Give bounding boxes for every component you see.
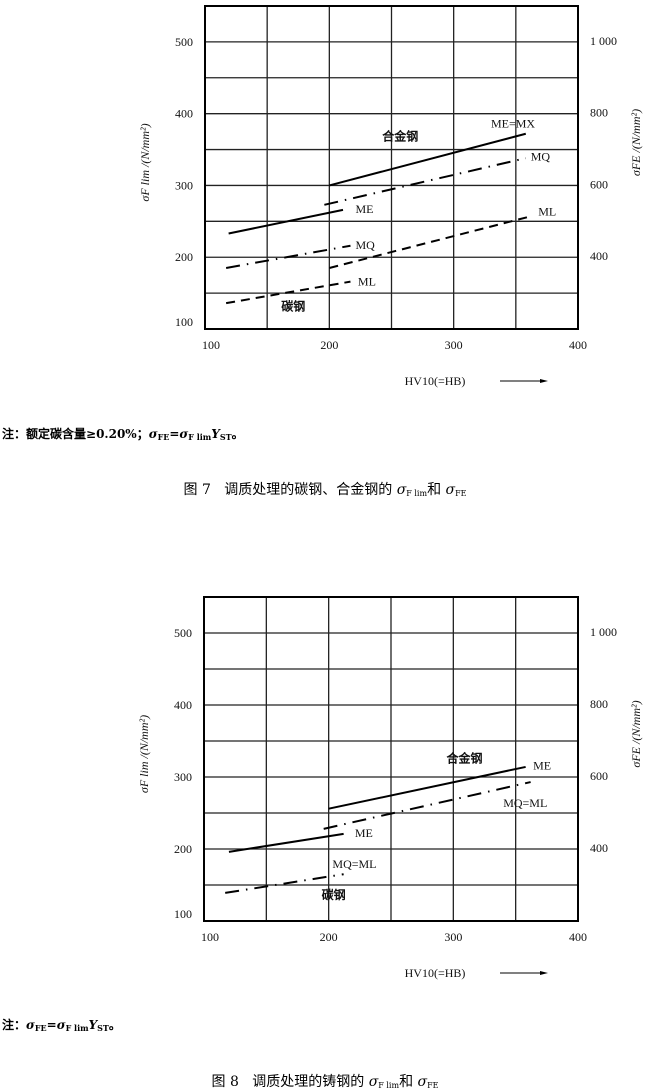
figure-8-caption: 图 8 调质处理的铸钢的 σF lim和 σFE bbox=[0, 1071, 650, 1091]
note-sub: ST bbox=[97, 1023, 109, 1033]
group-label: 合金钢 bbox=[382, 129, 418, 144]
y-right-tick-label: 600 bbox=[590, 177, 608, 191]
group-label: 合金钢 bbox=[447, 750, 483, 765]
note-end: 。 bbox=[231, 427, 244, 441]
arrow-right-icon bbox=[540, 971, 548, 975]
caption-and: 和 bbox=[427, 482, 442, 498]
y-right-tick-label: 800 bbox=[590, 106, 608, 120]
series-line-me-eq-mx bbox=[329, 132, 527, 187]
caption-sigma: σ bbox=[445, 482, 456, 498]
note-sub: FE bbox=[34, 1023, 47, 1033]
y-tick-label: 200 bbox=[175, 250, 193, 264]
y-tick-label: 500 bbox=[175, 35, 193, 49]
group-label: 碳钢 bbox=[322, 887, 346, 902]
x-tick-label: 200 bbox=[320, 338, 338, 352]
series-line-me bbox=[228, 832, 344, 853]
y-tick-label: 300 bbox=[175, 178, 193, 192]
note-y: Y bbox=[211, 427, 220, 441]
caption-sub: FE bbox=[427, 1081, 439, 1090]
y-tick-label: 500 bbox=[174, 626, 192, 640]
series-label: MQ=ML bbox=[503, 796, 547, 810]
series-line-ml bbox=[225, 280, 351, 305]
group-label: 碳钢 bbox=[281, 299, 305, 314]
y-right-axis-label: σFE /(N/mm²) bbox=[629, 109, 643, 176]
note-text: 额定碳含量≥0.20%； bbox=[26, 427, 149, 441]
caption-sub: F lim bbox=[378, 1081, 400, 1090]
arrow-right-icon bbox=[540, 379, 548, 383]
series-line-mq-eq-ml bbox=[323, 781, 531, 830]
plot-frame bbox=[203, 596, 579, 922]
y-right-tick-label: 600 bbox=[590, 769, 608, 783]
y-tick-label: 400 bbox=[175, 107, 193, 121]
note-y: Y bbox=[88, 1018, 98, 1032]
y-right-axis-label: σFE /(N/mm²) bbox=[629, 700, 643, 767]
x-tick-label: 400 bbox=[569, 930, 587, 944]
series-line-me bbox=[228, 208, 344, 235]
series-line-me bbox=[328, 765, 526, 810]
series-label: ME bbox=[533, 758, 551, 772]
caption-text: 调质处理的铸钢的 bbox=[252, 1074, 365, 1090]
note-sigma: σ bbox=[26, 1018, 35, 1032]
y-tick-label: 100 bbox=[174, 907, 192, 921]
caption-label: 图 7 bbox=[183, 482, 211, 498]
series-label: ME bbox=[355, 826, 373, 840]
note-sub: F lim bbox=[188, 432, 212, 442]
series-label: MQ=ML bbox=[332, 857, 376, 871]
x-tick-label: 300 bbox=[445, 338, 463, 352]
figure-7-caption: 图 7 调质处理的碳钢、合金钢的 σF lim和 σFE bbox=[0, 479, 650, 499]
x-axis-label: HV10(=HB) bbox=[405, 966, 466, 980]
caption-and: 和 bbox=[399, 1074, 414, 1090]
series-label: ME=MX bbox=[491, 117, 535, 131]
series-label: MQ bbox=[355, 238, 375, 252]
x-tick-label: 200 bbox=[320, 930, 338, 944]
x-tick-label: 100 bbox=[202, 338, 220, 352]
x-tick-label: 100 bbox=[201, 930, 219, 944]
series-line-ml bbox=[329, 215, 532, 269]
y-right-tick-label: 400 bbox=[590, 841, 608, 855]
series-line-mq bbox=[324, 157, 527, 206]
series-line-mq bbox=[225, 244, 351, 269]
note-sub: ST bbox=[219, 432, 232, 442]
note-sub: FE bbox=[157, 432, 170, 442]
chart-figure-8: 100 200 300 400 100 200 300 400 500 400 600 800 1 00… bbox=[137, 596, 643, 980]
y-axis-label: σF lim /(N/mm²) bbox=[137, 715, 151, 793]
note-sigma: σ bbox=[148, 427, 158, 441]
y-right-tick-label: 800 bbox=[590, 697, 608, 711]
x-tick-label: 300 bbox=[444, 930, 462, 944]
y-tick-label: 200 bbox=[174, 842, 192, 856]
y-right-tick-label: 1 000 bbox=[590, 625, 617, 639]
y-tick-label: 400 bbox=[174, 698, 192, 712]
caption-sigma: σ bbox=[417, 1074, 428, 1090]
caption-sub: FE bbox=[455, 489, 467, 498]
y-tick-label: 300 bbox=[174, 770, 192, 784]
caption-sigma: σ bbox=[396, 482, 407, 498]
figure-8-note: 注：σFE=σF limYST。 bbox=[2, 1016, 121, 1033]
chart-figure-7: 100 200 300 400 100 200 300 400 500 400 600 800 1 00… bbox=[138, 5, 643, 388]
caption-label: 图 8 bbox=[211, 1074, 239, 1090]
y-tick-label: 100 bbox=[175, 315, 193, 329]
note-end: 。 bbox=[108, 1018, 121, 1032]
series-line-mq-eq-ml bbox=[225, 873, 344, 894]
note-sub: F lim bbox=[65, 1023, 89, 1033]
caption-text: 调质处理的碳钢、合金钢的 bbox=[224, 482, 393, 498]
y-right-tick-label: 400 bbox=[590, 249, 608, 263]
x-tick-label: 400 bbox=[569, 338, 587, 352]
caption-sigma: σ bbox=[368, 1074, 379, 1090]
plot-frame bbox=[204, 5, 579, 330]
note-eq: =σ bbox=[46, 1018, 66, 1032]
series-label: ML bbox=[358, 275, 376, 289]
note-prefix: 注： bbox=[2, 1018, 27, 1032]
series-label: MQ bbox=[531, 150, 551, 164]
caption-sub: F lim bbox=[406, 489, 428, 498]
x-axis-label: HV10(=HB) bbox=[405, 374, 466, 388]
series-label: ML bbox=[538, 204, 556, 218]
note-eq: =σ bbox=[169, 427, 189, 441]
y-right-tick-label: 1 000 bbox=[590, 34, 617, 48]
series-label: ME bbox=[355, 202, 373, 216]
y-axis-label: σF lim /(N/mm²) bbox=[138, 123, 152, 201]
figure-7-note: 注：额定碳含量≥0.20%；σFE=σF limYST。 bbox=[2, 425, 244, 442]
note-prefix: 注： bbox=[2, 427, 27, 441]
